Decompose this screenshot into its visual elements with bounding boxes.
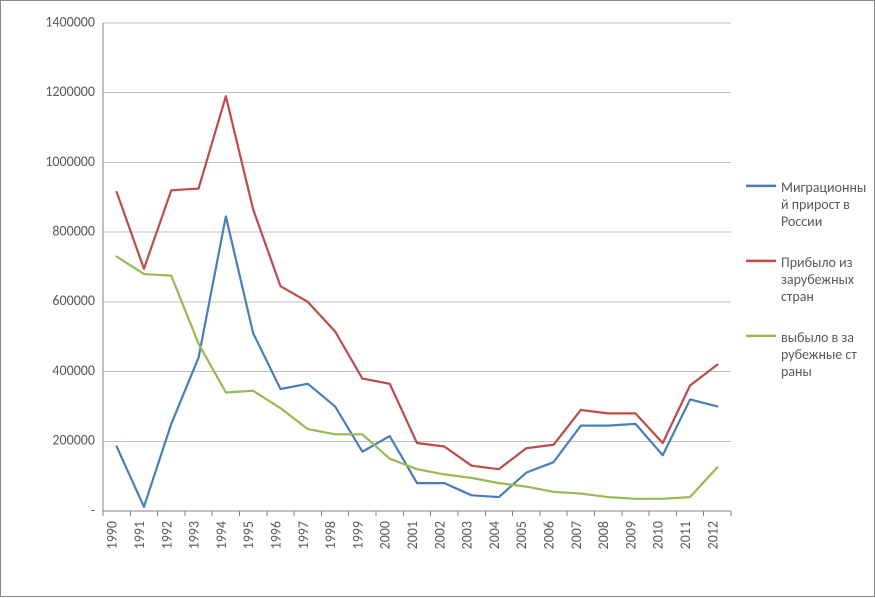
- chart-frame: - 200000 400000 600000 800000 1000000 1200000 1…: [0, 0, 875, 597]
- series-departed_abroad: [117, 257, 718, 499]
- x-tick-label: 1998: [322, 521, 339, 549]
- x-tick-label: 1996: [267, 521, 284, 549]
- x-tick-label: 1993: [186, 521, 203, 549]
- x-tick-label: 2011: [677, 521, 694, 549]
- y-tick-label: 1000000: [45, 153, 95, 170]
- gridlines: [103, 23, 731, 511]
- x-tick-label: 1999: [349, 521, 366, 549]
- x-tick-label: 2009: [622, 521, 639, 549]
- legend-label-migration_growth: России: [781, 213, 822, 230]
- y-tick-label: 200000: [52, 432, 95, 449]
- legend-label-arrived_abroad: зарубежных: [781, 271, 854, 288]
- x-tick-label: 2003: [459, 521, 476, 549]
- legend-label-migration_growth: Миграционны: [781, 179, 866, 196]
- legend-label-departed_abroad: рубежные ст: [781, 346, 857, 363]
- y-tick-label: 600000: [52, 292, 95, 309]
- x-tick-label: 1990: [104, 521, 121, 549]
- x-tick-label: 1992: [158, 521, 175, 549]
- x-tick-label: 1994: [213, 521, 230, 549]
- x-tick-label: 1997: [295, 521, 312, 549]
- x-tick-label: 2008: [595, 521, 612, 549]
- x-tick-label: 2001: [404, 521, 421, 549]
- x-tick-label: 1991: [131, 521, 148, 549]
- y-tick-label: -: [91, 501, 95, 518]
- x-tick-label: 2012: [704, 521, 721, 549]
- series-arrived_abroad: [117, 96, 718, 469]
- x-tick-label: 2010: [650, 521, 667, 549]
- chart-canvas: - 200000 400000 600000 800000 1000000 1200000 1…: [1, 1, 874, 596]
- y-tick-label: 400000: [52, 362, 95, 379]
- y-tick-label: 800000: [52, 222, 95, 239]
- legend-label-departed_abroad: раны: [781, 363, 812, 380]
- x-tick-label: 2004: [486, 521, 503, 549]
- legend-label-arrived_abroad: Прибыло из: [781, 254, 853, 271]
- series-migration_growth: [117, 216, 718, 506]
- x-tick-label: 2007: [568, 521, 585, 549]
- legend-label-departed_abroad: выбыло в за: [781, 329, 854, 346]
- x-tick-label: 2002: [431, 521, 448, 549]
- legend-label-migration_growth: й прирост в: [781, 196, 850, 213]
- x-tick-label: 1995: [240, 521, 257, 549]
- x-tick-label: 2000: [377, 521, 394, 549]
- x-tick-label: 2005: [513, 521, 530, 549]
- y-tick-label: 1400000: [45, 13, 95, 30]
- y-tick-label: 1200000: [45, 83, 95, 100]
- x-tick-label: 2006: [541, 521, 558, 549]
- legend-label-arrived_abroad: стран: [781, 288, 814, 305]
